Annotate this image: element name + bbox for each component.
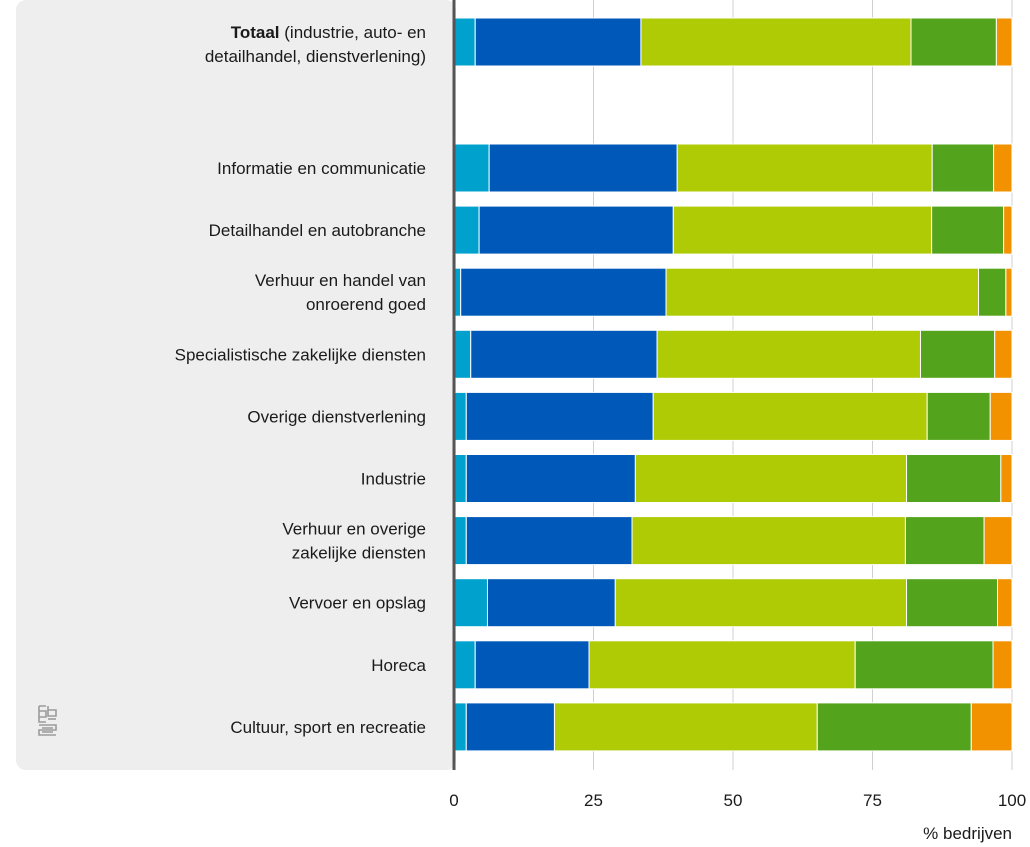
category-label: Vervoer en opslag	[289, 594, 426, 613]
bar-segment	[453, 516, 467, 566]
category-label: detailhandel, dienstverlening)	[205, 47, 426, 66]
category-label: Detailhandel en autobranche	[209, 221, 426, 240]
bar-segment	[465, 391, 654, 441]
category-label: Overige dienstverlening	[247, 407, 426, 426]
category-label: Horeca	[371, 656, 426, 675]
bar-segment	[910, 17, 997, 67]
bar-segment	[994, 329, 1013, 379]
x-axis-ticks: 0 25 50 75 100	[449, 791, 1026, 810]
bar-segment	[460, 267, 667, 317]
bar-segment	[453, 329, 472, 379]
bar-segment	[465, 516, 633, 566]
bar-segment	[465, 454, 636, 503]
bar-segment	[465, 702, 555, 752]
bar-segment	[453, 702, 467, 752]
category-label: Industrie	[361, 470, 426, 489]
x-tick-label: 25	[584, 791, 603, 810]
bar-segment	[488, 143, 678, 193]
x-tick-label: 75	[863, 791, 882, 810]
bar-segment	[652, 391, 928, 441]
category-label-line: Verhuur en overige	[282, 520, 426, 539]
bar-segment	[931, 143, 995, 193]
bar-segment	[983, 516, 1013, 566]
bar-segment	[453, 391, 467, 441]
x-tick-label: 50	[724, 791, 743, 810]
bar-segment	[676, 143, 933, 193]
bar-segment	[989, 391, 1013, 441]
bar-segment	[474, 17, 642, 67]
bars	[453, 17, 1013, 752]
bar-segment	[919, 329, 996, 379]
category-label: Informatie en communicatie	[217, 159, 426, 178]
bar-segment	[553, 702, 818, 752]
bar-segment	[614, 578, 908, 628]
bar-segment	[634, 454, 908, 503]
bar-segment	[672, 205, 933, 255]
bar-segment	[453, 640, 476, 690]
bar-segment	[486, 578, 616, 628]
bar-segment	[665, 267, 980, 317]
category-label-part: (industrie, auto- en	[280, 23, 426, 42]
bar-segment	[906, 578, 998, 628]
bar-segment	[906, 454, 1002, 503]
bar-segment	[996, 578, 1013, 628]
x-axis-label: % bedrijven	[923, 824, 1012, 843]
bar-segment	[995, 17, 1013, 67]
bar-segment	[588, 640, 856, 690]
bar-segment	[478, 205, 674, 255]
category-label: Cultuur, sport en recreatie	[230, 718, 426, 737]
bar-segment	[474, 640, 590, 690]
bar-segment	[1000, 454, 1013, 503]
bar-segment	[656, 329, 921, 379]
bar-segment	[453, 454, 467, 503]
cbs-logo-icon	[38, 705, 57, 736]
bar-segment	[931, 205, 1005, 255]
bar-segment	[970, 702, 1013, 752]
bar-segment	[1005, 267, 1013, 317]
bar-segment	[1003, 205, 1013, 255]
x-tick-label: 100	[998, 791, 1026, 810]
bar-segment	[453, 578, 488, 628]
category-label: Specialistische zakelijke diensten	[175, 345, 426, 364]
category-label-line: onroerend goed	[306, 295, 426, 314]
category-label: Verhuur en overige zakelijke diensten	[282, 520, 426, 563]
x-tick-label: 0	[449, 791, 458, 810]
bar-segment	[816, 702, 972, 752]
bar-segment	[453, 143, 490, 193]
bar-segment	[978, 267, 1007, 317]
category-label-part: Totaal	[231, 23, 280, 42]
bar-segment	[904, 516, 985, 566]
bar-segment	[640, 17, 912, 67]
bar-segment	[453, 205, 480, 255]
category-label: Verhuur en handel van onroerend goed	[255, 271, 426, 314]
bar-segment	[992, 640, 1013, 690]
bar-segment	[470, 329, 658, 379]
bar-segment	[631, 516, 906, 566]
category-label-line: Verhuur en handel van	[255, 271, 426, 290]
category-label-part: detailhandel, dienstverlening)	[205, 47, 426, 66]
bar-segment	[926, 391, 991, 441]
category-labels: Totaal (industrie, auto- en detailhandel,…	[175, 23, 427, 737]
bar-segment	[453, 17, 476, 67]
category-label-line: zakelijke diensten	[292, 544, 426, 563]
category-label: Totaal (industrie, auto- en	[231, 23, 426, 42]
label-panel	[16, 0, 456, 770]
bar-segment	[993, 143, 1013, 193]
bar-segment	[854, 640, 994, 690]
